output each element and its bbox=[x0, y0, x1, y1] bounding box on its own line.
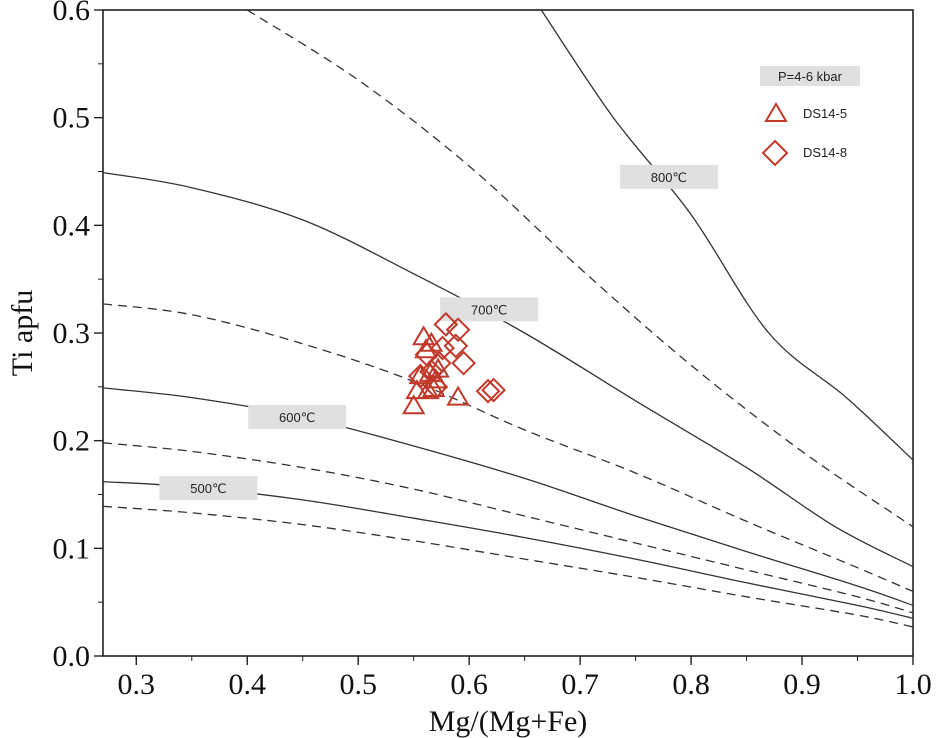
ds14-5-point-11 bbox=[446, 385, 470, 406]
legend: P=4-6 kbar DS14-5 DS14-8 bbox=[760, 66, 860, 167]
x-tick-label-1: 0.4 bbox=[228, 668, 266, 701]
x-tick-label-6: 0.9 bbox=[783, 668, 821, 701]
ds14-5-point-5 bbox=[416, 379, 440, 400]
isotherm-curve-1 bbox=[246, 10, 913, 528]
isotherm-curve-3 bbox=[103, 303, 913, 592]
legend-diamond-marker bbox=[761, 139, 789, 167]
isotherm-curve-2 bbox=[103, 171, 913, 568]
x-tick-label-4: 0.7 bbox=[561, 668, 599, 701]
x-tick-label-7: 1.0 bbox=[894, 668, 932, 701]
isotherm-labels: 800℃ 700℃ 600℃ 500℃ bbox=[159, 164, 718, 501]
isotherm-curve-5 bbox=[103, 442, 913, 614]
legend-triangle-marker bbox=[764, 102, 788, 122]
y-tick-label-0: 0.0 bbox=[53, 640, 91, 673]
isotherm-curve-7 bbox=[103, 505, 913, 628]
ds14-8-point-11 bbox=[481, 377, 506, 403]
legend-title-box bbox=[760, 66, 860, 86]
ds14-8-point-5 bbox=[430, 335, 455, 361]
ds14-8-point-2 bbox=[419, 359, 444, 385]
ds14-8-point-7 bbox=[445, 317, 471, 343]
ds14-5-point-0 bbox=[401, 394, 426, 415]
ds14-5-point-8 bbox=[424, 368, 448, 389]
y-tick-label-6: 0.6 bbox=[53, 0, 91, 27]
isotherm-curve-4 bbox=[103, 387, 913, 607]
y-axis-ticks: 0.0 0.1 0.2 0.3 0.4 0.5 0.6 bbox=[53, 0, 103, 673]
ds14-8-point-8 bbox=[443, 333, 469, 359]
isotherm-curve-6 bbox=[103, 480, 913, 619]
isotherm-label-box-1 bbox=[440, 297, 539, 322]
y-tick-label-4: 0.4 bbox=[53, 209, 91, 242]
x-axis-ticks: 0.3 0.4 0.5 0.6 0.7 0.8 0.9 1.0 bbox=[118, 656, 932, 701]
x-axis-title: Mg/(Mg+Fe) bbox=[429, 705, 588, 738]
y-tick-label-3: 0.3 bbox=[53, 317, 91, 350]
data-points bbox=[401, 311, 506, 415]
isotherm-label-0: 800℃ bbox=[651, 170, 687, 185]
ds14-8-point-6 bbox=[433, 311, 459, 337]
isotherm-label-box-3 bbox=[159, 476, 258, 501]
y-tick-label-1: 0.1 bbox=[53, 532, 91, 565]
legend-title: P=4-6 kbar bbox=[778, 69, 843, 84]
legend-label-ds14-8: DS14-8 bbox=[803, 145, 847, 160]
y-tick-label-2: 0.2 bbox=[53, 425, 91, 458]
x-tick-label-3: 0.6 bbox=[450, 668, 488, 701]
isotherm-label-3: 500℃ bbox=[190, 481, 226, 496]
ds14-8-point-0 bbox=[407, 363, 433, 389]
ds14-5-point-2 bbox=[408, 364, 433, 385]
x-tick-label-0: 0.3 bbox=[118, 668, 156, 701]
isotherm-curve-0 bbox=[540, 10, 913, 461]
y-tick-label-5: 0.5 bbox=[53, 102, 91, 135]
ds14-8-point-9 bbox=[451, 350, 477, 376]
ds14-8-point-3 bbox=[423, 374, 449, 400]
isotherm-label-1: 700℃ bbox=[471, 302, 507, 317]
plot-frame bbox=[102, 9, 914, 657]
legend-label-ds14-5: DS14-5 bbox=[803, 106, 847, 121]
isotherm-label-2: 600℃ bbox=[279, 410, 315, 425]
isotherm-label-box-0 bbox=[619, 164, 718, 189]
ds14-8-point-4 bbox=[426, 350, 452, 376]
x-tick-label-2: 0.5 bbox=[339, 668, 377, 701]
x-tick-label-5: 0.8 bbox=[672, 668, 710, 701]
isotherm-label-box-2 bbox=[248, 404, 347, 429]
ds14-8-point-10 bbox=[475, 378, 501, 404]
y-axis-title: Ti apfu bbox=[6, 290, 39, 376]
